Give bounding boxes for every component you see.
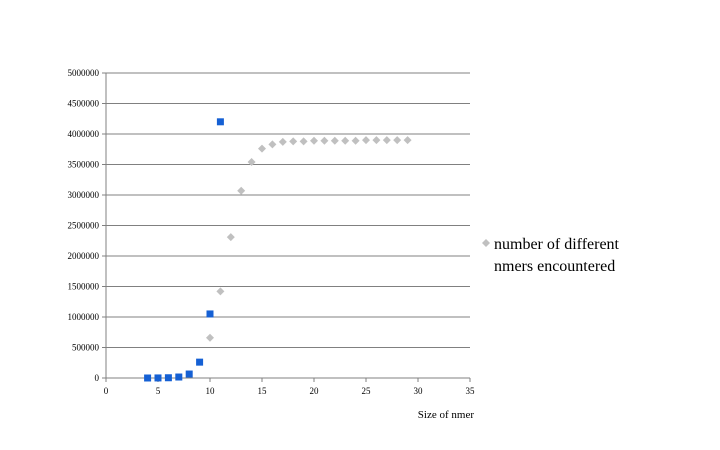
x-tick-label: 30 xyxy=(414,386,424,396)
data-point-diamond xyxy=(382,136,391,145)
data-point-diamond xyxy=(226,233,235,242)
data-point-square xyxy=(196,358,204,366)
legend: number of different nmers encountered xyxy=(482,236,620,275)
data-point-diamond xyxy=(278,137,287,146)
data-point-diamond xyxy=(216,287,225,296)
legend-label-line-2: nmers encountered xyxy=(494,258,615,275)
y-tick-label: 4500000 xyxy=(68,99,100,109)
x-tick-label: 20 xyxy=(310,386,320,396)
y-tick-label: 1500000 xyxy=(68,282,100,292)
data-point-diamond xyxy=(289,137,298,146)
data-point-diamond xyxy=(351,136,360,145)
data-point-square xyxy=(175,373,183,381)
y-tick-label: 5000000 xyxy=(68,68,100,78)
y-tick-label: 1000000 xyxy=(68,312,100,322)
data-point-diamond xyxy=(310,136,318,145)
data-point-diamond xyxy=(362,136,370,145)
data-point-diamond xyxy=(320,136,329,145)
data-point-square xyxy=(154,374,162,382)
data-point-square xyxy=(144,374,152,382)
data-point-diamond xyxy=(247,158,256,167)
y-tick-labels: 0 500000 1000000 1500000 2000000 2500000 30000… xyxy=(68,68,100,383)
data-point-diamond xyxy=(330,136,339,145)
data-point-diamond xyxy=(341,136,350,145)
data-point-square xyxy=(216,118,224,126)
x-tick-label: 0 xyxy=(104,386,109,396)
data-point-diamond xyxy=(403,136,412,145)
y-tick-label: 2500000 xyxy=(68,221,100,231)
data-point-diamond xyxy=(299,137,308,146)
y-tick-label: 4000000 xyxy=(68,129,100,139)
x-tick-label: 35 xyxy=(466,386,476,396)
data-point-diamond xyxy=(268,140,277,149)
data-point-diamond xyxy=(393,136,402,145)
x-tick-label: 10 xyxy=(206,386,216,396)
legend-marker-diamond xyxy=(482,239,490,247)
data-point-diamond xyxy=(372,136,381,145)
y-tick-label: 3500000 xyxy=(68,160,100,170)
data-point-square xyxy=(164,374,172,382)
x-axis-title: Size of nmer xyxy=(418,409,475,421)
y-tick-label: 500000 xyxy=(72,343,100,353)
data-point-square xyxy=(185,370,193,378)
data-point-diamond xyxy=(237,186,246,195)
data-point-square xyxy=(206,310,214,318)
y-tick-label: 3000000 xyxy=(68,190,100,200)
x-tick-label: 5 xyxy=(156,386,161,396)
y-tick-label: 0 xyxy=(95,373,100,383)
x-tick-label: 15 xyxy=(258,386,268,396)
data-points xyxy=(144,118,412,382)
x-tick-label: 25 xyxy=(362,386,372,396)
data-point-diamond xyxy=(258,144,266,153)
y-tick-label: 2000000 xyxy=(68,251,100,261)
data-point-diamond xyxy=(206,333,214,342)
gridlines xyxy=(102,72,471,382)
legend-label-line-1: number of different xyxy=(494,236,620,253)
x-tick-labels: 0 5 10 15 20 25 30 35 xyxy=(104,386,475,396)
